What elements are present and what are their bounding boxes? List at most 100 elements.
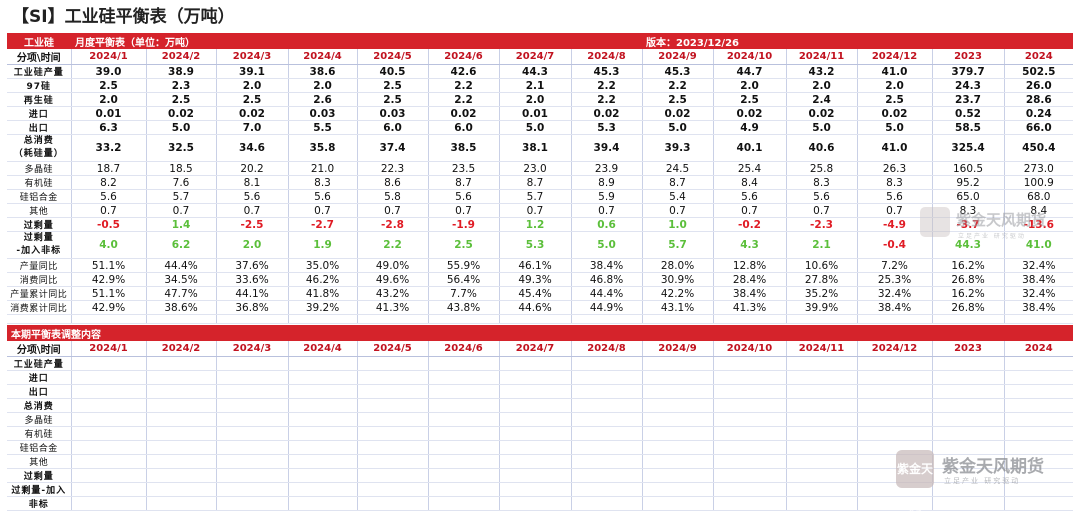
table-cell: 0.7 (785, 203, 858, 218)
column-header: 2024/3 (215, 49, 289, 65)
table-cell (931, 482, 1004, 497)
table-cell: -2.5 (215, 217, 289, 232)
table-cell (1003, 496, 1074, 511)
table-cell (427, 370, 499, 385)
table-cell: 43.1% (641, 300, 714, 315)
row-label: 过剩量 (7, 217, 71, 232)
column-header: 2024/3 (215, 341, 288, 357)
table-cell (287, 370, 357, 385)
column-header: 2024/9 (641, 49, 714, 65)
table-cell: 5.6 (856, 189, 933, 204)
spacer-cell (785, 314, 858, 324)
table-cell: 2.0 (215, 78, 289, 93)
spacer-cell (570, 314, 643, 324)
table-cell: 2.0 (856, 78, 933, 93)
table-cell: 0.7 (145, 203, 216, 218)
table-cell: 37.6% (215, 258, 289, 273)
table-cell: 55.9% (427, 258, 500, 273)
row-label: 总消费 (7, 398, 71, 413)
spacer-cell (641, 314, 714, 324)
table-bar-version: 版本：2023/12/26 (642, 33, 1074, 49)
table-cell: 0.02 (856, 106, 933, 121)
row-label: 硅铝合金 (7, 189, 71, 204)
table-cell: 0.02 (785, 106, 858, 121)
table-cell (215, 412, 288, 427)
table-cell (712, 426, 786, 441)
row-label: 97硅 (7, 78, 71, 93)
table-cell (641, 384, 713, 399)
table-row: 过剩量 -0.5 1.4 -2.5 -2.7 -2.8 -1.9 1.2 0.6 1.0 -0.2-… (7, 217, 1074, 232)
column-header: 2024/5 (356, 49, 429, 65)
table-cell (1003, 398, 1074, 413)
row-label: 过剩量 -加入非标 (7, 231, 71, 259)
spacer-cell (70, 314, 146, 324)
table-cell: 24.3 (931, 78, 1005, 93)
table-cell: 8.7 (427, 175, 500, 190)
row-label: 出口 (7, 384, 71, 399)
table-cell (287, 356, 357, 371)
table-cell: 37.4 (356, 134, 429, 162)
table-cell: 5.0 (498, 120, 572, 135)
table-cell: -2.7 (287, 217, 358, 232)
page-title: 【SI】工业硅平衡表（万吨） (12, 4, 235, 30)
column-header: 2024/10 (712, 341, 786, 357)
table-cell: 32.4% (856, 286, 933, 301)
table-cell: 1.9 (287, 231, 358, 259)
table-cell: 32.4% (1003, 258, 1074, 273)
table-cell: 28.6 (1003, 92, 1074, 107)
table-cell: 8.4 (712, 175, 787, 190)
table-cell: 2.5 (145, 92, 216, 107)
table-cell (145, 412, 216, 427)
table-cell: 10.6% (785, 258, 858, 273)
spacer-cell (7, 314, 71, 324)
table-cell: 2.2 (427, 78, 500, 93)
table-cell: 26.3 (856, 161, 933, 176)
table-cell: 25.4 (712, 161, 787, 176)
table-bar-gap (288, 33, 643, 49)
table-cell: 0.02 (641, 106, 714, 121)
column-header: 2024/1 (70, 49, 146, 65)
table-cell: 325.4 (931, 134, 1005, 162)
table-cell: 0.24 (1003, 106, 1074, 121)
column-header: 2024/7 (498, 341, 571, 357)
table-cell (641, 426, 713, 441)
table-row: 过剩量 -加入非标 4.0 6.2 2.0 1.9 2.2 2.5 5.3 5.0 5.7 4.3 2.… (7, 231, 1074, 259)
table-row: 再生硅 2.0 2.5 2.5 2.6 2.5 2.2 2.0 2.2 2.5 2.5 2.4 2.5 2… (7, 92, 1074, 107)
table-row: 工业硅产量 39.0 38.9 39.1 38.6 40.5 42.6 44.3 45.3 45.… (7, 64, 1074, 79)
table-cell: 16.2% (931, 286, 1005, 301)
table-cell (287, 468, 357, 483)
table-cell: 33.2 (70, 134, 146, 162)
adjustment-title-bar: 本期平衡表调整内容 (7, 325, 1074, 341)
table-cell: 38.6% (145, 300, 216, 315)
column-header: 2024/11 (785, 341, 857, 357)
table-cell (641, 468, 713, 483)
table-cell: 2.0 (498, 92, 572, 107)
table-cell: 5.7 (641, 231, 714, 259)
table-cell (785, 468, 857, 483)
table-cell (570, 356, 642, 371)
table-cell: 41.0 (856, 64, 933, 79)
table-cell: 2.1 (785, 231, 858, 259)
table-row: 出口 6.3 5.0 7.0 5.5 6.0 6.0 5.0 5.3 5.0 4.9 5.0 5.0 58… (7, 120, 1074, 135)
table-cell: 8.3 (287, 175, 358, 190)
column-header: 2024/10 (712, 49, 787, 65)
table-cell (785, 356, 857, 371)
column-header: 2024/2 (145, 49, 216, 65)
table-cell: 2.2 (641, 78, 714, 93)
table-cell: 26.8% (931, 272, 1005, 287)
table-cell: 43.8% (427, 300, 500, 315)
table-cell (931, 412, 1004, 427)
table-cell (570, 384, 642, 399)
table-cell (427, 426, 499, 441)
row-label: 非标 (7, 496, 71, 511)
table-cell: 2.5 (215, 92, 289, 107)
table-cell: 7.2% (856, 258, 933, 273)
table-cell (641, 412, 713, 427)
table-cell (931, 356, 1004, 371)
monthly-balance-table: 工业硅 月度平衡表（单位：万吨） 版本：2023/12/26 分项\时间 2024/1 2… (7, 33, 1074, 324)
table-cell (498, 398, 571, 413)
table-cell: 42.9% (70, 300, 146, 315)
table-cell: 25.8 (785, 161, 858, 176)
table-cell: 0.7 (856, 203, 933, 218)
table-cell (641, 496, 713, 511)
